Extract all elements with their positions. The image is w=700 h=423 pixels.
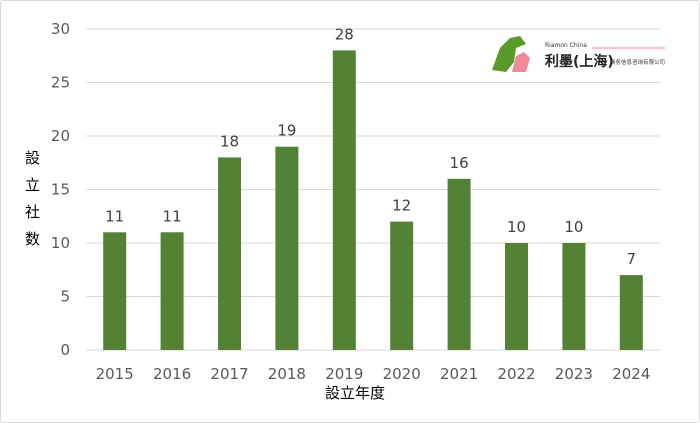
data-label: 19 bbox=[277, 122, 296, 140]
riamon-china-logo: Riamon China 利墨(上海) 商务信息咨询有限公司 bbox=[492, 36, 665, 72]
bar-2019 bbox=[332, 50, 356, 351]
y-tick-label: 5 bbox=[60, 288, 70, 306]
x-tick-label: 2016 bbox=[153, 365, 191, 383]
logo-brand-cn: 利墨(上海) bbox=[545, 53, 614, 70]
y-tick-label: 15 bbox=[51, 181, 70, 199]
logo-company: 商务信息咨询有限公司 bbox=[610, 58, 665, 66]
y-axis-label: 設立社数 bbox=[23, 150, 41, 258]
pink-dinosaur-icon bbox=[512, 52, 530, 72]
bar-2022 bbox=[505, 243, 528, 350]
y-tick-label: 30 bbox=[51, 20, 70, 38]
x-tick-label: 2017 bbox=[210, 365, 248, 383]
data-label: 18 bbox=[220, 132, 239, 150]
x-tick-label: 2020 bbox=[383, 365, 421, 383]
x-tick-label: 2019 bbox=[325, 365, 363, 383]
y-tick-label: 10 bbox=[51, 234, 70, 252]
bar-2016 bbox=[160, 232, 184, 350]
x-tick-label: 2022 bbox=[497, 365, 535, 383]
x-tick-label: 2015 bbox=[96, 365, 134, 383]
data-label: 7 bbox=[627, 250, 637, 268]
data-label: 11 bbox=[163, 207, 182, 225]
y-tick-label: 0 bbox=[60, 341, 70, 359]
green-dinosaur-icon bbox=[492, 36, 526, 72]
x-tick-label: 2021 bbox=[440, 365, 478, 383]
bar-2018 bbox=[275, 146, 299, 350]
x-axis-label: 設立年度 bbox=[325, 384, 385, 402]
y-tick-label: 25 bbox=[51, 74, 70, 92]
bar-2024 bbox=[619, 275, 643, 350]
data-label: 11 bbox=[105, 207, 124, 225]
x-tick-label: 2024 bbox=[612, 365, 650, 383]
data-label: 16 bbox=[450, 154, 469, 172]
x-tick-label: 2023 bbox=[555, 365, 593, 383]
bar-2021 bbox=[447, 178, 471, 350]
bar-2020 bbox=[390, 221, 414, 350]
data-label: 12 bbox=[392, 197, 411, 215]
bar-2017 bbox=[218, 157, 241, 350]
x-tick-label: 2018 bbox=[268, 365, 306, 383]
data-label: 28 bbox=[335, 25, 354, 43]
bar-2015 bbox=[103, 232, 127, 350]
logo-brand-en: Riamon China bbox=[545, 42, 587, 49]
data-label: 10 bbox=[564, 218, 583, 236]
bar-2023 bbox=[562, 243, 586, 350]
y-tick-label: 20 bbox=[51, 127, 70, 145]
data-label: 10 bbox=[507, 218, 526, 236]
